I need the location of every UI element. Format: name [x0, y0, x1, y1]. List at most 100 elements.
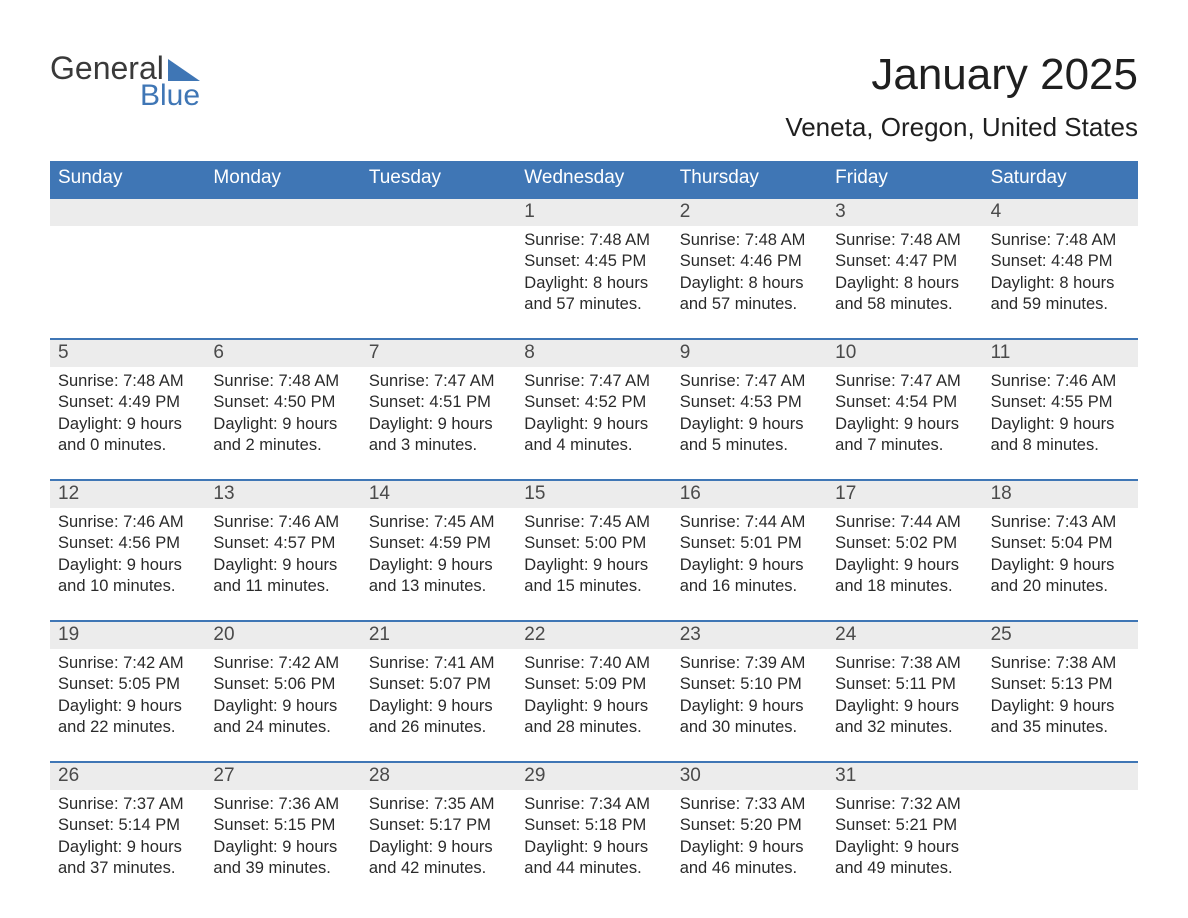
sunrise-line: Sunrise: 7:42 AM — [58, 653, 197, 674]
day-cell: Sunrise: 7:48 AMSunset: 4:47 PMDaylight:… — [827, 226, 982, 338]
day-number: 24 — [827, 622, 982, 649]
daylight-line: Daylight: 9 hours and 30 minutes. — [680, 696, 819, 739]
sunrise-line: Sunrise: 7:40 AM — [524, 653, 663, 674]
sunset-line: Sunset: 4:48 PM — [991, 251, 1130, 272]
day-cell: Sunrise: 7:43 AMSunset: 5:04 PMDaylight:… — [983, 508, 1138, 620]
dow-cell: Wednesday — [516, 161, 671, 197]
day-number: 21 — [361, 622, 516, 649]
sunset-line: Sunset: 5:01 PM — [680, 533, 819, 554]
daylight-line: Daylight: 9 hours and 28 minutes. — [524, 696, 663, 739]
daylight-line: Daylight: 9 hours and 24 minutes. — [213, 696, 352, 739]
calendar: SundayMondayTuesdayWednesdayThursdayFrid… — [50, 161, 1138, 902]
sunrise-line: Sunrise: 7:45 AM — [524, 512, 663, 533]
sunset-line: Sunset: 4:53 PM — [680, 392, 819, 413]
daylight-line: Daylight: 8 hours and 58 minutes. — [835, 273, 974, 316]
daylight-line: Daylight: 9 hours and 4 minutes. — [524, 414, 663, 457]
sunrise-line: Sunrise: 7:47 AM — [680, 371, 819, 392]
day-number: 14 — [361, 481, 516, 508]
sunset-line: Sunset: 4:49 PM — [58, 392, 197, 413]
daylight-line: Daylight: 8 hours and 57 minutes. — [680, 273, 819, 316]
sunrise-line: Sunrise: 7:42 AM — [213, 653, 352, 674]
day-number: 17 — [827, 481, 982, 508]
page-subtitle: Veneta, Oregon, United States — [785, 112, 1138, 143]
day-cell: Sunrise: 7:48 AMSunset: 4:45 PMDaylight:… — [516, 226, 671, 338]
sunset-line: Sunset: 5:21 PM — [835, 815, 974, 836]
sunset-line: Sunset: 5:06 PM — [213, 674, 352, 695]
sunset-line: Sunset: 5:04 PM — [991, 533, 1130, 554]
dow-cell: Friday — [827, 161, 982, 197]
day-cell: Sunrise: 7:41 AMSunset: 5:07 PMDaylight:… — [361, 649, 516, 761]
daylight-line: Daylight: 9 hours and 11 minutes. — [213, 555, 352, 598]
dow-cell: Thursday — [672, 161, 827, 197]
day-number: 3 — [827, 199, 982, 226]
week-row: 567891011Sunrise: 7:48 AMSunset: 4:49 PM… — [50, 338, 1138, 479]
daylight-line: Daylight: 9 hours and 7 minutes. — [835, 414, 974, 457]
day-cell: Sunrise: 7:44 AMSunset: 5:01 PMDaylight:… — [672, 508, 827, 620]
day-cell — [983, 790, 1138, 902]
day-cell: Sunrise: 7:45 AMSunset: 5:00 PMDaylight:… — [516, 508, 671, 620]
daylight-line: Daylight: 9 hours and 10 minutes. — [58, 555, 197, 598]
day-cell: Sunrise: 7:45 AMSunset: 4:59 PMDaylight:… — [361, 508, 516, 620]
day-cell: Sunrise: 7:42 AMSunset: 5:05 PMDaylight:… — [50, 649, 205, 761]
daylight-line: Daylight: 8 hours and 57 minutes. — [524, 273, 663, 316]
daylight-line: Daylight: 9 hours and 8 minutes. — [991, 414, 1130, 457]
day-number: 30 — [672, 763, 827, 790]
day-cell: Sunrise: 7:38 AMSunset: 5:13 PMDaylight:… — [983, 649, 1138, 761]
day-number: 28 — [361, 763, 516, 790]
day-number — [205, 199, 360, 226]
day-number: 11 — [983, 340, 1138, 367]
day-cell: Sunrise: 7:46 AMSunset: 4:56 PMDaylight:… — [50, 508, 205, 620]
day-number: 18 — [983, 481, 1138, 508]
daynum-row: 262728293031 — [50, 763, 1138, 790]
sunset-line: Sunset: 5:17 PM — [369, 815, 508, 836]
daylight-line: Daylight: 9 hours and 5 minutes. — [680, 414, 819, 457]
sunset-line: Sunset: 4:47 PM — [835, 251, 974, 272]
day-cell: Sunrise: 7:48 AMSunset: 4:46 PMDaylight:… — [672, 226, 827, 338]
day-cell: Sunrise: 7:47 AMSunset: 4:51 PMDaylight:… — [361, 367, 516, 479]
sunrise-line: Sunrise: 7:48 AM — [58, 371, 197, 392]
sunset-line: Sunset: 4:52 PM — [524, 392, 663, 413]
sunrise-line: Sunrise: 7:37 AM — [58, 794, 197, 815]
sunrise-line: Sunrise: 7:47 AM — [369, 371, 508, 392]
day-cell: Sunrise: 7:33 AMSunset: 5:20 PMDaylight:… — [672, 790, 827, 902]
day-cell: Sunrise: 7:32 AMSunset: 5:21 PMDaylight:… — [827, 790, 982, 902]
day-cell: Sunrise: 7:44 AMSunset: 5:02 PMDaylight:… — [827, 508, 982, 620]
daylight-line: Daylight: 9 hours and 3 minutes. — [369, 414, 508, 457]
day-number: 5 — [50, 340, 205, 367]
day-cell — [205, 226, 360, 338]
sunset-line: Sunset: 5:07 PM — [369, 674, 508, 695]
daylight-line: Daylight: 9 hours and 20 minutes. — [991, 555, 1130, 598]
sunset-line: Sunset: 4:51 PM — [369, 392, 508, 413]
daylight-line: Daylight: 9 hours and 46 minutes. — [680, 837, 819, 880]
sunrise-line: Sunrise: 7:39 AM — [680, 653, 819, 674]
sunrise-line: Sunrise: 7:44 AM — [835, 512, 974, 533]
week-row: 19202122232425Sunrise: 7:42 AMSunset: 5:… — [50, 620, 1138, 761]
sunset-line: Sunset: 5:14 PM — [58, 815, 197, 836]
logo-triangle-icon — [168, 59, 200, 81]
day-cell: Sunrise: 7:40 AMSunset: 5:09 PMDaylight:… — [516, 649, 671, 761]
header-row: General Blue January 2025 Veneta, Oregon… — [50, 50, 1138, 143]
day-number: 7 — [361, 340, 516, 367]
sunrise-line: Sunrise: 7:48 AM — [524, 230, 663, 251]
day-cell: Sunrise: 7:46 AMSunset: 4:57 PMDaylight:… — [205, 508, 360, 620]
day-number: 26 — [50, 763, 205, 790]
sunrise-line: Sunrise: 7:32 AM — [835, 794, 974, 815]
sunrise-line: Sunrise: 7:38 AM — [835, 653, 974, 674]
sunset-line: Sunset: 5:02 PM — [835, 533, 974, 554]
day-number: 13 — [205, 481, 360, 508]
day-number: 31 — [827, 763, 982, 790]
sunset-line: Sunset: 4:57 PM — [213, 533, 352, 554]
sunrise-line: Sunrise: 7:33 AM — [680, 794, 819, 815]
sunset-line: Sunset: 5:09 PM — [524, 674, 663, 695]
daylight-line: Daylight: 9 hours and 49 minutes. — [835, 837, 974, 880]
day-cell: Sunrise: 7:47 AMSunset: 4:53 PMDaylight:… — [672, 367, 827, 479]
day-number: 15 — [516, 481, 671, 508]
day-number: 16 — [672, 481, 827, 508]
week-row: 12131415161718Sunrise: 7:46 AMSunset: 4:… — [50, 479, 1138, 620]
daylight-line: Daylight: 9 hours and 18 minutes. — [835, 555, 974, 598]
sunrise-line: Sunrise: 7:35 AM — [369, 794, 508, 815]
sunrise-line: Sunrise: 7:47 AM — [835, 371, 974, 392]
day-cell: Sunrise: 7:36 AMSunset: 5:15 PMDaylight:… — [205, 790, 360, 902]
sunset-line: Sunset: 4:46 PM — [680, 251, 819, 272]
day-cell — [50, 226, 205, 338]
